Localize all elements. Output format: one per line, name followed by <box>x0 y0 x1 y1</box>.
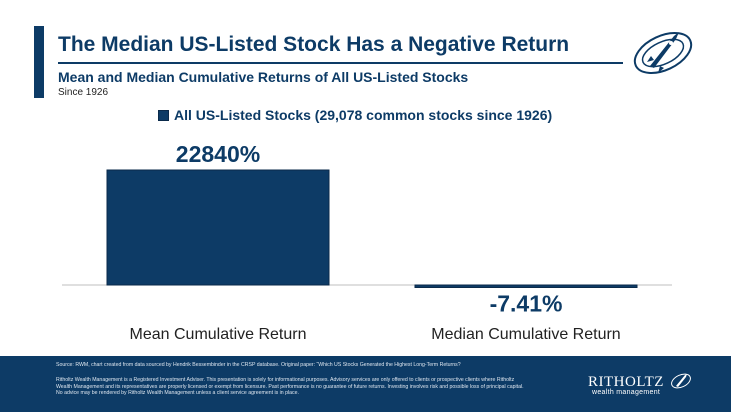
data-label: 22840% <box>176 141 260 167</box>
page-title: The Median US-Listed Stock Has a Negativ… <box>58 33 570 56</box>
footer-logo-sub: wealth management <box>592 389 661 396</box>
title-accent-bar <box>34 26 44 98</box>
footer-logo-name: RITHOLTZ <box>588 374 664 390</box>
data-label: -7.41% <box>490 291 563 317</box>
ritholtz-rocket-logo-icon <box>633 32 693 74</box>
disclaimer-text: Ritholtz Wealth Management is a Register… <box>56 377 524 396</box>
bar-chart: 22840% Mean Cumulative Return -7.41% Median… <box>62 141 672 343</box>
chart-subtitle: Mean and Median Cumulative Returns of Al… <box>58 69 469 85</box>
title-divider <box>58 62 623 64</box>
since-note: Since 1926 <box>58 87 109 98</box>
category-label: Median Cumulative Return <box>431 326 620 343</box>
footer: Source: RWM, chart created from data sou… <box>0 356 731 412</box>
source-note: Source: RWM, chart created from data sou… <box>56 362 461 368</box>
bar <box>414 284 638 288</box>
bar <box>106 169 330 286</box>
legend-swatch <box>158 109 169 121</box>
chart-legend: All US-Listed Stocks (29,078 common stoc… <box>158 107 552 123</box>
category-label: Mean Cumulative Return <box>130 326 307 343</box>
legend-label: All US-Listed Stocks (29,078 common stoc… <box>174 107 553 123</box>
footer-rocket-icon <box>671 373 691 389</box>
footer-logo: RITHOLTZ wealth management <box>588 373 691 396</box>
